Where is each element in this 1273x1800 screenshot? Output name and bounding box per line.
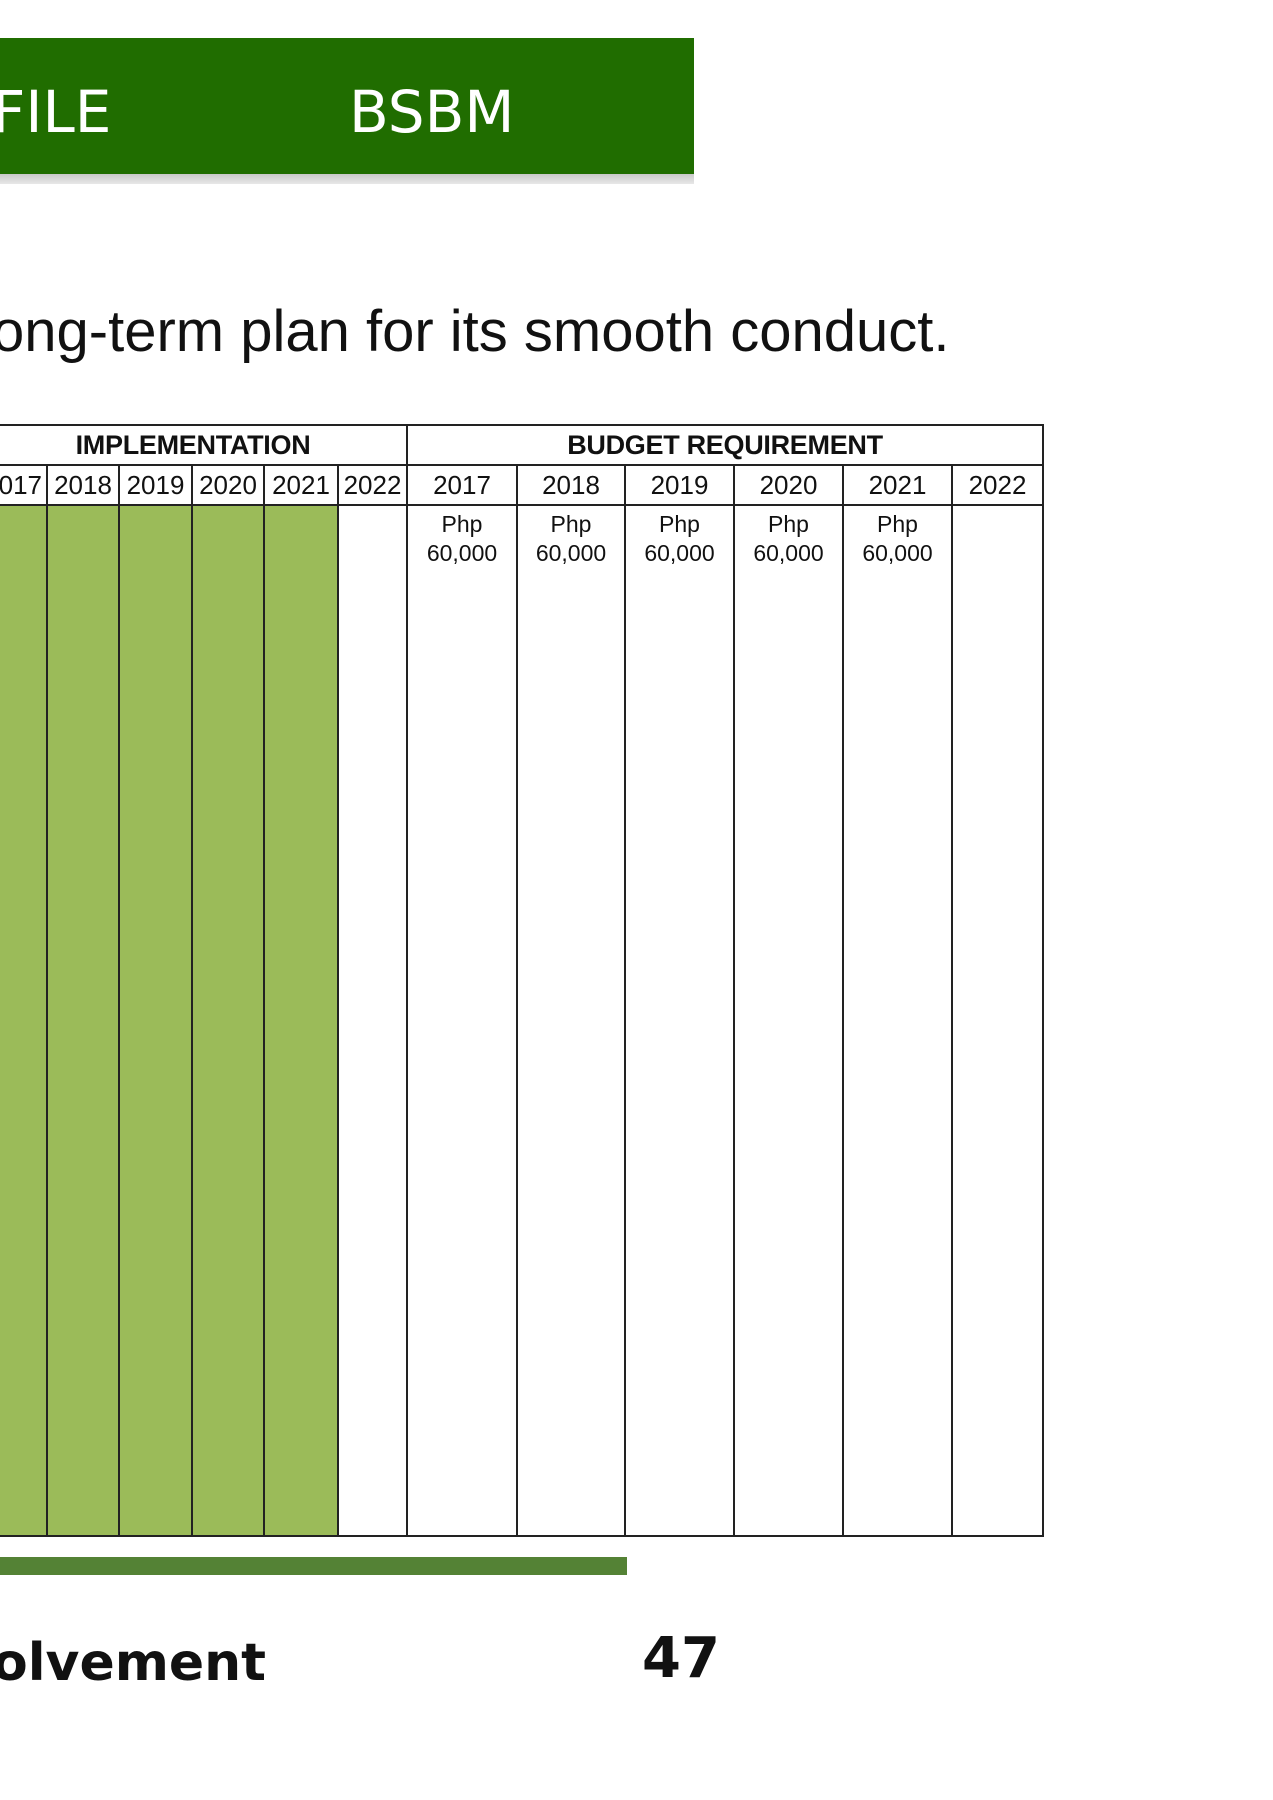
budget-amount: 60,000 xyxy=(535,540,607,566)
impl-year-cell: 2019 xyxy=(118,464,193,506)
budget-value-cell: Php 60,000 xyxy=(624,504,735,1537)
impl-year-cell: 2018 xyxy=(46,464,120,506)
header-banner xyxy=(0,38,694,174)
footer-text: olvement xyxy=(0,1633,267,1693)
budget-value-cell: Php 60,000 xyxy=(516,504,626,1537)
header-right-text: BSBM xyxy=(349,78,515,146)
budget-year-cell: 2020 xyxy=(733,464,844,506)
budget-year-cell: 2019 xyxy=(624,464,735,506)
page-number: 47 xyxy=(642,1626,720,1691)
budget-currency: Php xyxy=(550,511,592,537)
table-year-row: 017 2018 2019 2020 2021 2022 2017 2018 2… xyxy=(0,464,1044,506)
impl-timeline-cell xyxy=(118,504,193,1537)
impl-timeline-cell xyxy=(263,504,339,1537)
impl-year-cell: 2020 xyxy=(191,464,265,506)
budget-currency: Php xyxy=(877,511,918,537)
implementation-header: IMPLEMENTATION xyxy=(0,424,408,466)
budget-amount: 60,000 xyxy=(862,540,933,566)
table-body-row: Php 60,000 Php 60,000 Php 60,000 Php 60,000 … xyxy=(0,504,1044,1537)
budget-amount: 60,000 xyxy=(426,540,498,566)
header-shadow xyxy=(0,174,694,184)
budget-requirement-header: BUDGET REQUIREMENT xyxy=(406,424,1044,466)
budget-year-cell: 2017 xyxy=(406,464,518,506)
impl-timeline-cell xyxy=(46,504,120,1537)
header-left-text: FILE xyxy=(0,78,112,146)
impl-year-cell: 2021 xyxy=(263,464,339,506)
table-group-header-row: IMPLEMENTATION BUDGET REQUIREMENT xyxy=(0,424,1044,466)
budget-year-cell: 2018 xyxy=(516,464,626,506)
impl-timeline-cell xyxy=(191,504,265,1537)
impl-year-cell: 017 xyxy=(0,464,48,506)
budget-currency: Php xyxy=(768,511,809,537)
budget-value-cell: Php 60,000 xyxy=(842,504,953,1537)
budget-currency: Php xyxy=(441,511,483,537)
budget-year-cell: 2021 xyxy=(842,464,953,506)
footer-divider-bar xyxy=(0,1557,627,1575)
budget-value-cell: Php 60,000 xyxy=(733,504,844,1537)
implementation-budget-table: IMPLEMENTATION BUDGET REQUIREMENT 017 20… xyxy=(0,424,1044,1537)
budget-currency: Php xyxy=(659,511,700,537)
budget-value-cell xyxy=(951,504,1044,1537)
budget-amount: 60,000 xyxy=(753,540,824,566)
impl-timeline-cell xyxy=(0,504,48,1537)
budget-year-cell: 2022 xyxy=(951,464,1044,506)
impl-timeline-cell xyxy=(337,504,408,1537)
budget-amount: 60,000 xyxy=(644,540,715,566)
budget-value-cell: Php 60,000 xyxy=(406,504,518,1537)
intro-text: ong-term plan for its smooth conduct. xyxy=(0,299,950,364)
impl-year-cell: 2022 xyxy=(337,464,408,506)
